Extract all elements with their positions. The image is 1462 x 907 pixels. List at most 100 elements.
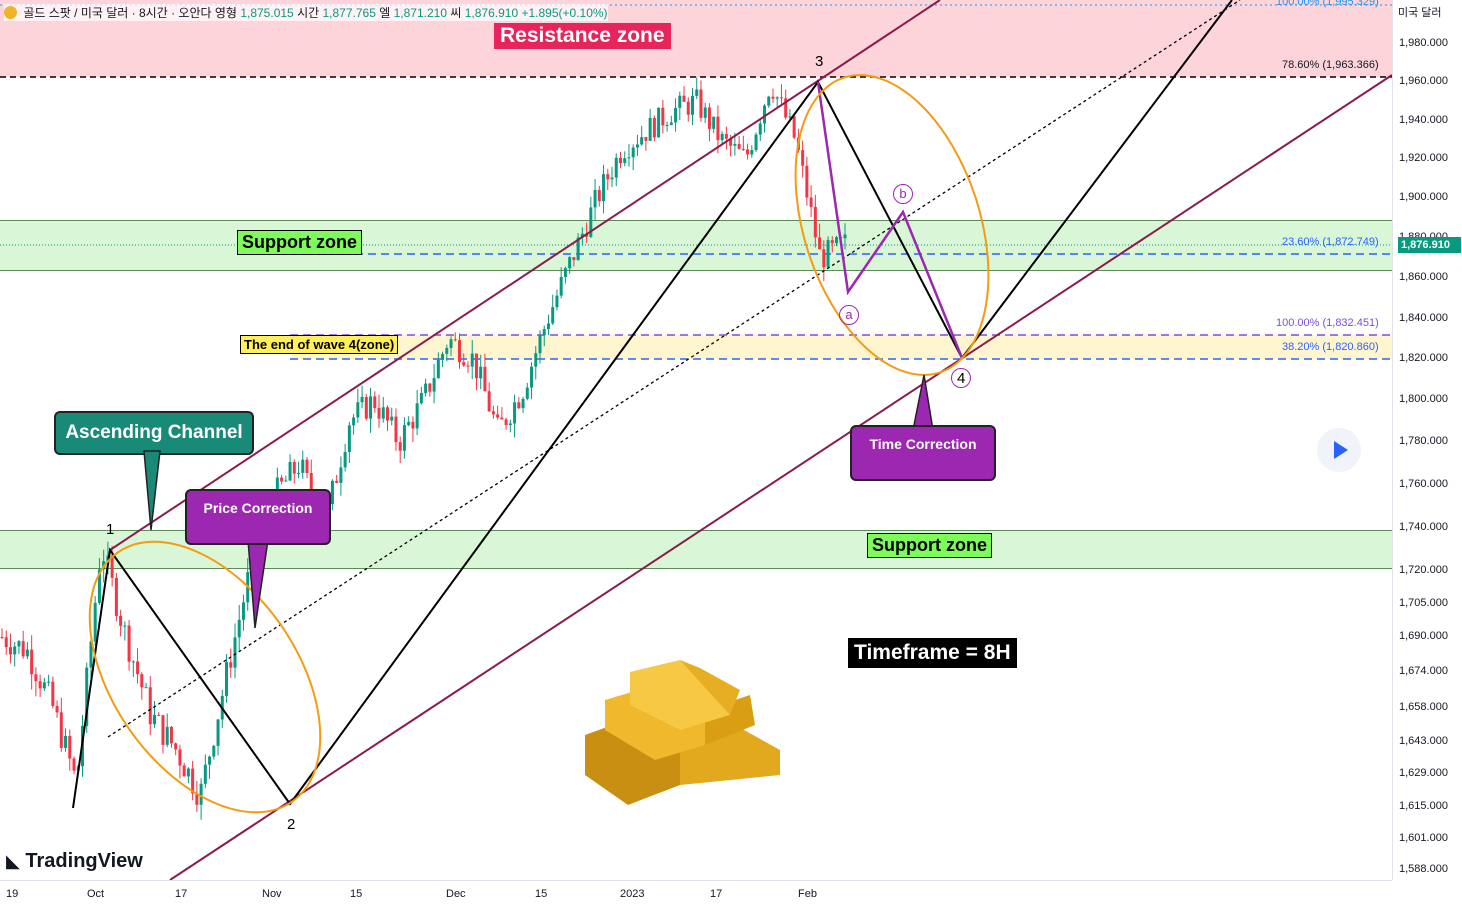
play-icon[interactable]: [1317, 428, 1361, 472]
candle-body: [801, 150, 805, 166]
candle-body: [237, 619, 241, 638]
candle-body: [123, 625, 127, 627]
wave-4-circle: [951, 368, 971, 388]
candle-body: [479, 366, 483, 379]
price-correction-callout: Price Correction: [185, 489, 331, 545]
channel-lower-line: [169, 74, 1392, 880]
x-tick-label: Nov: [262, 888, 282, 900]
y-tick-label: 1,705.000: [1399, 597, 1448, 609]
candle-body: [513, 402, 517, 424]
low-label: 엘: [379, 6, 391, 20]
candle-body: [72, 758, 76, 771]
candle-body: [64, 735, 68, 748]
candle-body: [212, 745, 216, 757]
wave-a-label: a: [839, 305, 859, 325]
open-label: 영형: [214, 6, 237, 20]
candle-body: [415, 403, 419, 429]
candle-body: [606, 174, 610, 180]
chart-area[interactable]: 골드 스팟 / 미국 달러 · 8시간 · 오안다 영형 1,875.015 시…: [0, 0, 1392, 880]
wave-1-label: 1: [106, 521, 115, 538]
candle-body: [38, 681, 42, 689]
candle-body: [470, 353, 474, 367]
time-axis[interactable]: 19 Oct 17 Nov 15 Dec 15 2023 17 Feb: [0, 880, 1392, 907]
candle-body: [89, 641, 93, 668]
candle-body: [466, 365, 470, 367]
candle-body: [771, 96, 775, 99]
ascending-channel-callout: Ascending Channel: [54, 411, 254, 455]
candle-body: [474, 353, 478, 379]
fib-label-382: 38.20% (1,820.860): [1282, 341, 1379, 353]
candle-body: [208, 756, 212, 765]
candle-body: [352, 417, 356, 426]
x-tick-label: Dec: [446, 888, 466, 900]
y-tick-label: 1,674.000: [1399, 665, 1448, 677]
candle-body: [343, 451, 347, 468]
high-value: 1,877.765: [322, 6, 376, 20]
candle-body: [551, 307, 555, 324]
candle-body: [504, 419, 508, 426]
y-tick-label: 1,658.000: [1399, 701, 1448, 713]
wave-b-label: b: [893, 184, 913, 204]
tradingview-logo[interactable]: ◣ TradingView: [6, 850, 143, 873]
candle-body: [746, 149, 750, 155]
candle-body: [525, 387, 529, 399]
candle-body: [169, 726, 173, 744]
candle-body: [42, 682, 46, 689]
axis-currency-label[interactable]: 미국 달러: [1398, 7, 1442, 19]
candle-body: [614, 157, 618, 178]
candle-body: [809, 197, 813, 207]
candle-body: [436, 359, 440, 379]
candle-body: [144, 687, 148, 689]
fib-label-236: 23.60% (1,872.749): [1282, 236, 1379, 248]
candle-body: [602, 174, 606, 202]
candle-body: [690, 95, 694, 115]
candle-body: [720, 133, 724, 141]
candle-body: [390, 416, 394, 421]
wave-2-label: 2: [287, 816, 296, 833]
symbol-header[interactable]: 골드 스팟 / 미국 달러 · 8시간 · 오안다 영형 1,875.015 시…: [4, 4, 608, 21]
candle-body: [182, 765, 186, 777]
tradingview-logo-icon: ◣: [6, 851, 20, 871]
candle-body: [339, 467, 343, 483]
y-tick-label: 1,720.000: [1399, 564, 1448, 576]
candle-body: [830, 240, 834, 244]
high-label: 시간: [297, 6, 320, 20]
candle-body: [195, 793, 199, 805]
candle-body: [34, 674, 38, 682]
candle-body: [508, 423, 512, 426]
fib-label-100-top: 100.00% (1,995.329): [1276, 0, 1379, 8]
candle-body: [703, 107, 707, 118]
x-tick-label: 19: [6, 888, 19, 900]
y-tick-label: 1,940.000: [1399, 114, 1448, 126]
candle-body: [784, 98, 788, 118]
candle-body: [93, 602, 97, 642]
candle-body: [733, 143, 737, 146]
candle-body: [284, 480, 288, 482]
candle-body: [364, 396, 368, 419]
symbol-title: 골드 스팟 / 미국 달러 · 8시간 · 오안다: [23, 6, 212, 20]
gold-coin-icon: [4, 6, 17, 19]
candle-body: [97, 569, 101, 603]
fib-label-786: 78.60% (1,963.366): [1282, 59, 1379, 71]
x-tick-label: 15: [535, 888, 548, 900]
support-zone-label-lower: Support zone: [867, 533, 992, 558]
candle-body: [377, 408, 381, 419]
price-correction-ellipse: [88, 540, 322, 814]
candle-body: [199, 783, 203, 805]
x-tick-label: 15: [350, 888, 363, 900]
candle-body: [538, 335, 542, 354]
candle-body: [593, 189, 597, 208]
candle-body: [131, 661, 135, 663]
candle-body: [136, 661, 140, 675]
price-axis[interactable]: 1,980.000 1,960.000 1,940.000 1,920.000 1,90…: [1392, 0, 1462, 880]
candle-body: [216, 719, 220, 746]
candle-body: [568, 257, 572, 269]
candle-body: [669, 122, 673, 125]
candle-body: [153, 714, 157, 725]
candle-body: [792, 116, 796, 138]
channel-mid-line: [107, 0, 1241, 738]
y-tick-label: 1,615.000: [1399, 800, 1448, 812]
candle-body: [449, 339, 453, 348]
candle-body: [203, 764, 207, 784]
candle-body: [707, 107, 711, 129]
